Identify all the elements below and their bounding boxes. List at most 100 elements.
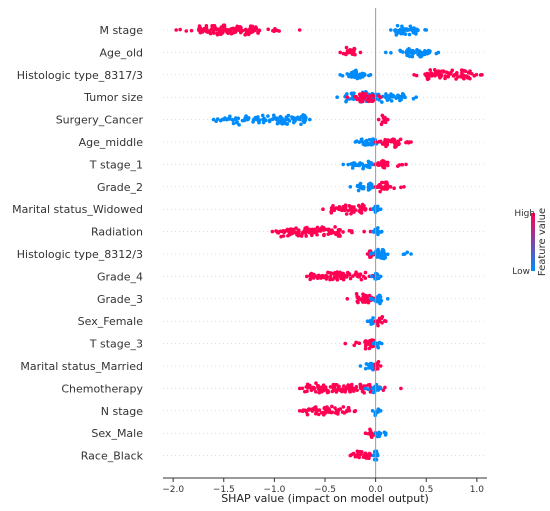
shap-dot xyxy=(357,341,362,346)
shap-dot xyxy=(396,28,401,33)
shap-dot xyxy=(357,184,361,189)
shap-dot xyxy=(376,323,380,328)
shap-dot xyxy=(335,275,339,279)
shap-dot xyxy=(238,24,242,29)
shap-dot xyxy=(211,31,216,35)
shap-dot xyxy=(379,229,384,234)
shap-dot xyxy=(368,161,372,165)
shap-dot xyxy=(370,229,375,234)
legend-colorbar xyxy=(531,213,535,271)
shap-dot xyxy=(231,121,236,126)
shap-dot xyxy=(370,207,375,211)
feature-row: Age_middle xyxy=(79,136,487,149)
feature-row: Sex_Male xyxy=(91,427,487,440)
shap-dot xyxy=(307,385,312,390)
shap-dot xyxy=(382,187,387,191)
shap-dot xyxy=(296,233,301,238)
shap-dot xyxy=(363,208,368,212)
shap-dot xyxy=(375,255,380,259)
shap-dot xyxy=(316,412,321,417)
shap-dot xyxy=(399,185,403,190)
feature-label: T stage_3 xyxy=(89,338,143,351)
shap-dot xyxy=(399,30,404,34)
shap-dot xyxy=(343,203,348,207)
shap-dot xyxy=(394,141,398,145)
x-tick-label: −2.0 xyxy=(162,485,184,495)
shap-dot xyxy=(310,407,314,412)
feature-row: T stage_3 xyxy=(89,338,487,351)
shap-dot xyxy=(371,341,376,346)
shap-dot xyxy=(383,431,388,436)
shap-dot xyxy=(383,252,387,256)
shap-dot xyxy=(454,72,459,77)
shap-dot xyxy=(306,228,311,232)
shap-dot xyxy=(353,272,358,277)
shap-dot xyxy=(346,50,351,55)
shap-dot xyxy=(353,75,357,79)
shap-dot xyxy=(370,321,375,325)
shap-dot xyxy=(342,411,347,415)
shap-dot xyxy=(239,30,243,35)
shap-dot xyxy=(402,185,406,189)
feature-row: Marital status_Married xyxy=(20,360,487,373)
shap-dot xyxy=(207,28,212,33)
feature-row: Surgery_Cancer xyxy=(56,113,487,127)
shap-dot xyxy=(300,232,304,236)
x-tick-label: 0.5 xyxy=(419,485,433,495)
shap-dot xyxy=(364,343,368,348)
shap-dot xyxy=(387,94,391,98)
shap-dot xyxy=(363,276,368,280)
x-tick-label: −1.0 xyxy=(263,485,285,495)
shap-dot xyxy=(219,25,224,30)
shap-dot xyxy=(262,116,266,121)
shap-dot xyxy=(377,140,381,144)
shap-dot xyxy=(328,274,333,279)
shap-dot xyxy=(225,30,229,34)
shap-dot xyxy=(470,71,474,76)
shap-dot xyxy=(297,117,302,122)
feature-row: Sex_Female xyxy=(78,315,487,328)
shap-dot xyxy=(297,386,302,391)
shap-dot xyxy=(346,162,350,167)
feature-rows: M stage Age_old Histologic type_8317/3 Tumo… xyxy=(12,23,487,463)
shap-dot xyxy=(349,162,354,166)
shap-dot xyxy=(376,232,380,237)
shap-dot xyxy=(424,28,429,32)
shap-dot xyxy=(465,76,470,80)
shap-dot xyxy=(382,159,386,163)
legend-title: Feature value xyxy=(537,208,548,276)
shap-dot xyxy=(360,202,365,207)
shap-dot xyxy=(308,273,312,278)
shap-dot xyxy=(398,137,403,142)
shap-dot xyxy=(348,185,353,189)
shap-dot xyxy=(406,140,410,144)
shap-dot xyxy=(354,340,358,345)
feature-label: N stage xyxy=(101,405,143,418)
shap-dot xyxy=(257,120,261,125)
shap-dot xyxy=(321,275,326,280)
shap-dot xyxy=(370,93,375,98)
shap-dot xyxy=(367,382,372,387)
shap-dot xyxy=(327,227,331,232)
shap-dot xyxy=(352,94,357,99)
feature-label: Grade_3 xyxy=(97,293,143,306)
shap-dot xyxy=(349,211,353,216)
shap-dot xyxy=(333,406,337,410)
shap-dot xyxy=(245,117,249,121)
shap-dot xyxy=(361,94,365,99)
shap-dot xyxy=(379,341,384,346)
shap-dot xyxy=(364,294,369,298)
shap-dot xyxy=(333,272,337,277)
shap-dot xyxy=(427,72,431,77)
feature-label: Grade_4 xyxy=(97,270,143,283)
shap-dot xyxy=(400,24,404,29)
shap-dot xyxy=(382,119,387,124)
shap-dot xyxy=(408,24,413,29)
shap-dot xyxy=(409,252,413,256)
shap-dot xyxy=(371,390,376,395)
shap-dot xyxy=(367,137,372,142)
shap-dot xyxy=(349,70,354,75)
shap-dot xyxy=(400,162,405,167)
shap-dot xyxy=(394,31,399,36)
shap-dot xyxy=(341,162,346,167)
